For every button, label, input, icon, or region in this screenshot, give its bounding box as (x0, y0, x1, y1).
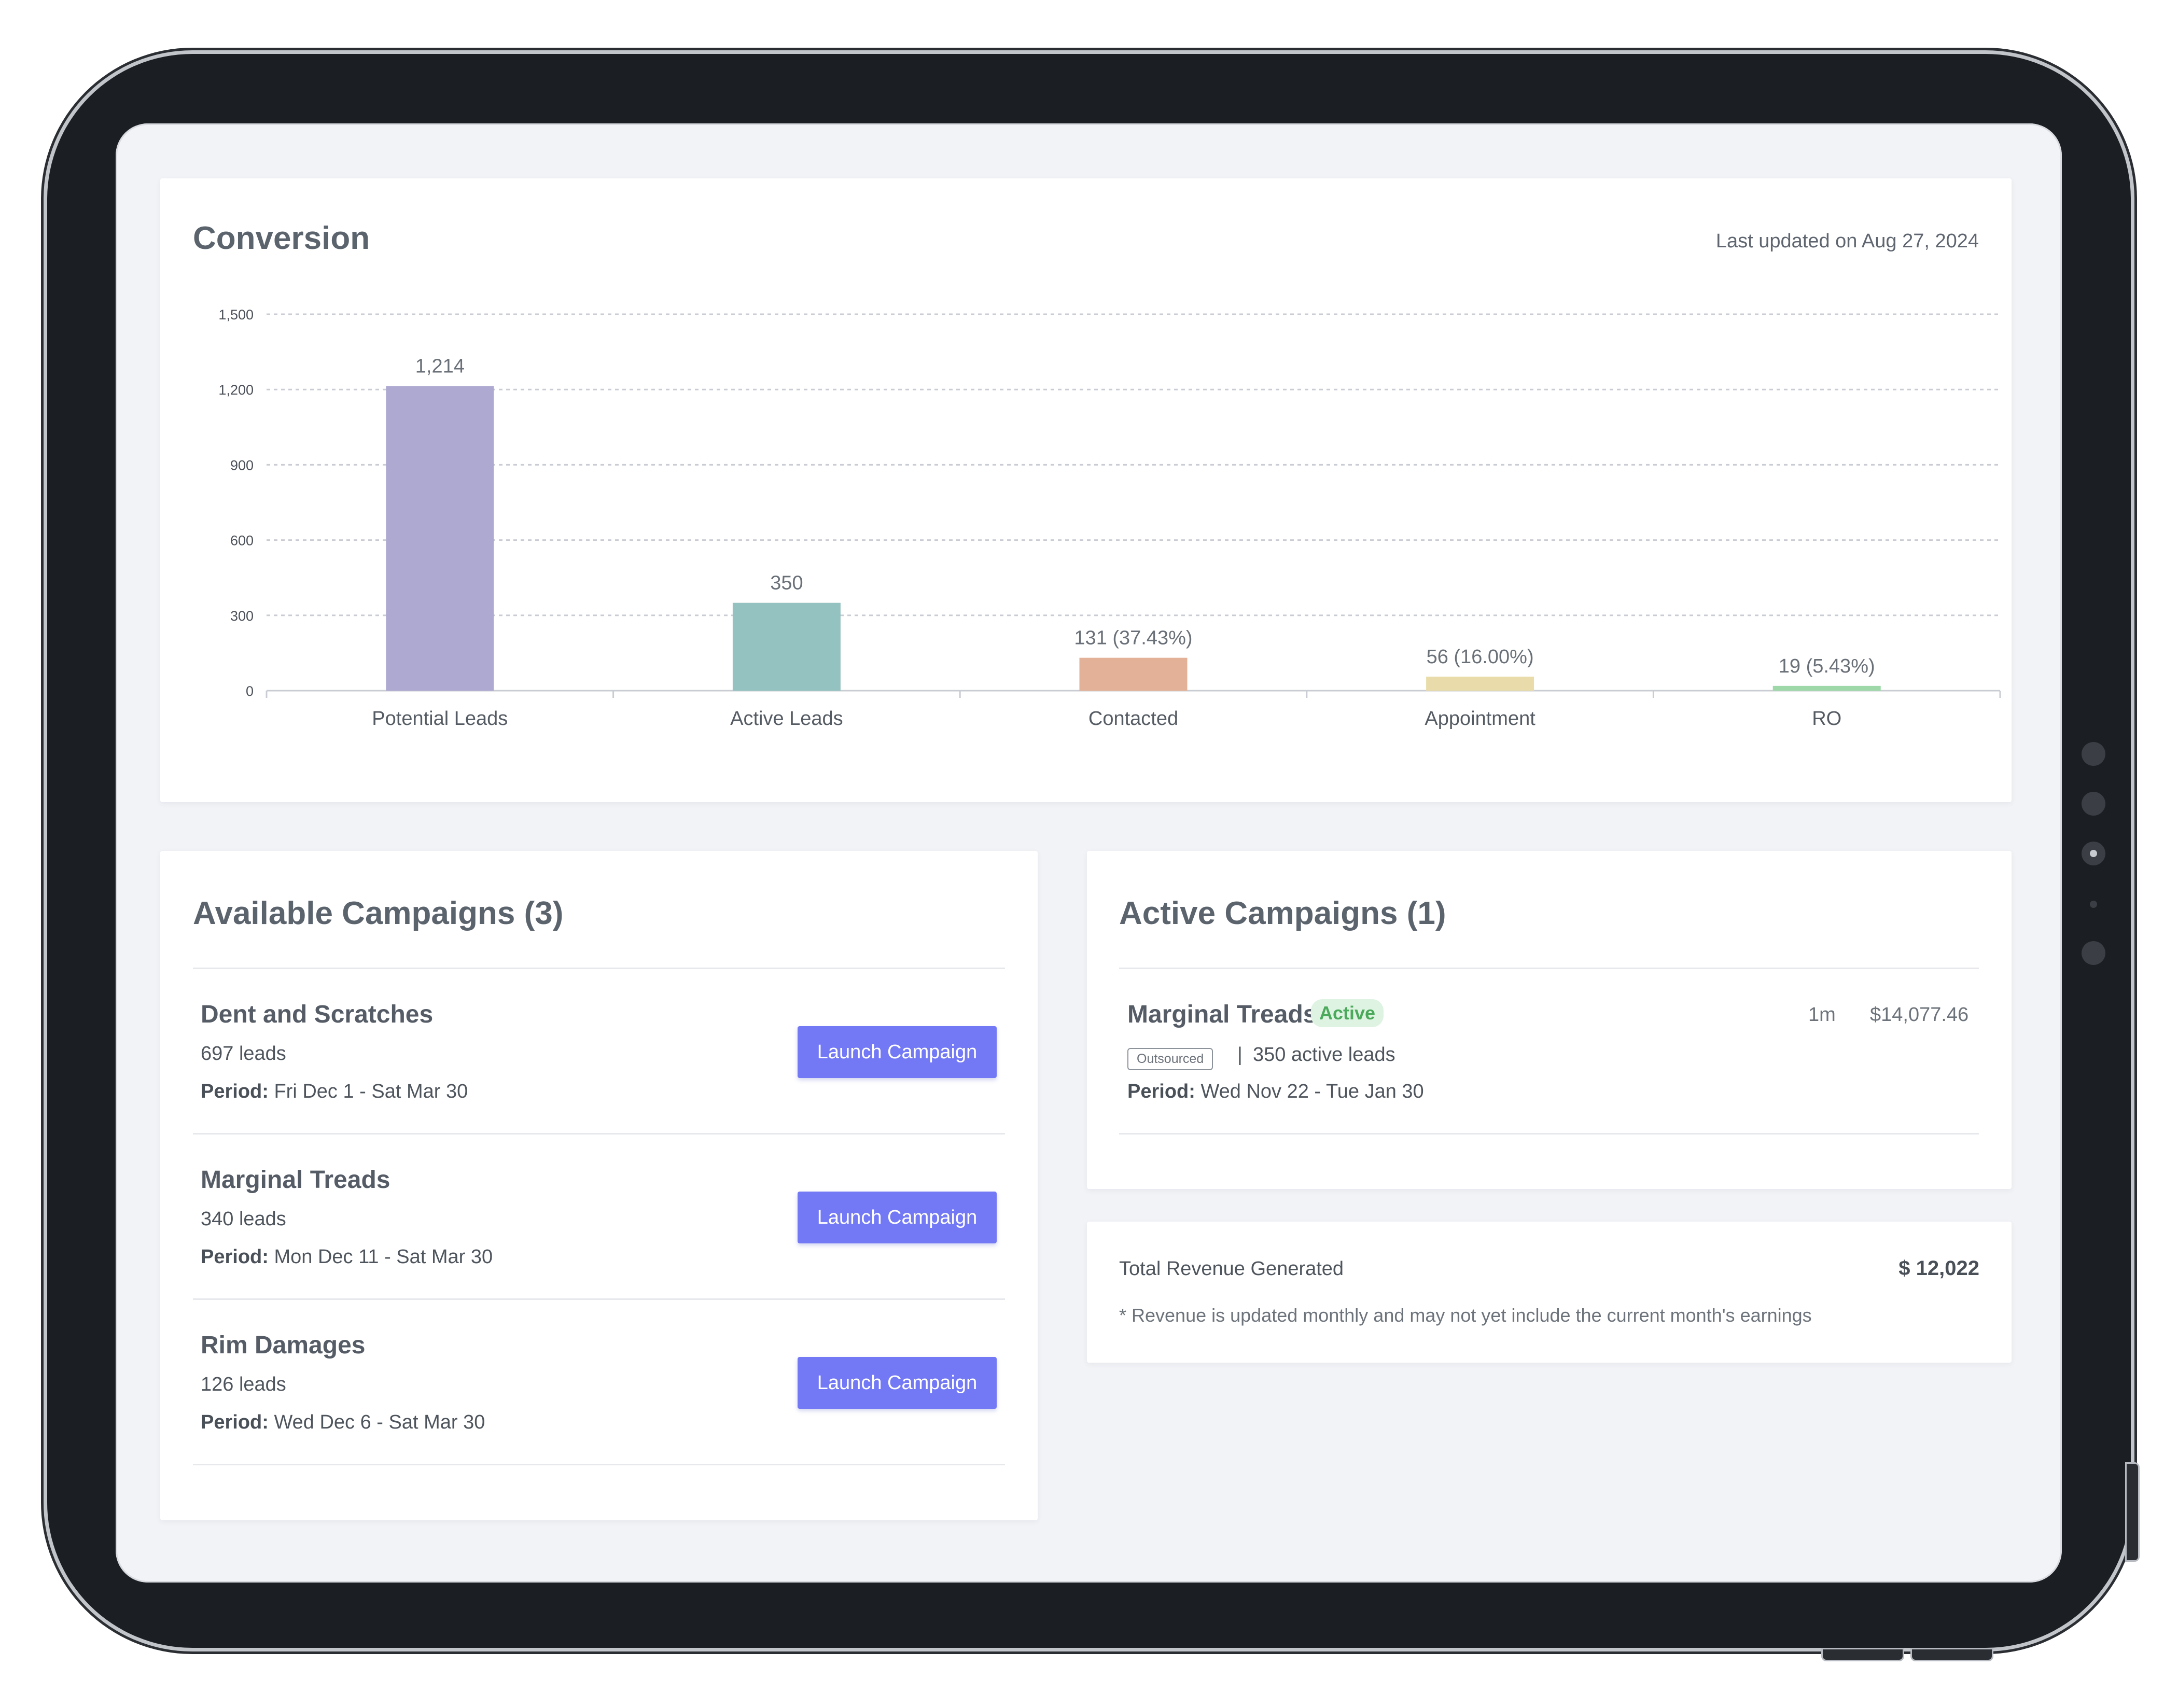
period-label: Period: (201, 1411, 269, 1433)
conversion-title: Conversion (193, 220, 370, 256)
campaign-name: Dent and Scratches (201, 1001, 434, 1028)
period-value: Wed Nov 22 - Tue Jan 30 (1200, 1081, 1424, 1102)
conversion-bar-chart: 0 300 600 900 1,200 1,500 1,214 Potential Leads… (218, 307, 2001, 730)
revenue-card: Total Revenue Generated $ 12,022 * Reven… (1087, 1222, 2012, 1363)
y-tick-label: 1,200 (218, 382, 254, 398)
campaign-amount: $14,077.46 (1870, 1004, 1969, 1026)
period-value: Mon Dec 11 - Sat Mar 30 (274, 1246, 493, 1268)
available-campaigns-title: Available Campaigns (3) (193, 895, 564, 931)
active-campaigns-card: Active Campaigns (1) Marginal Treads Act… (1087, 851, 2012, 1189)
revenue-note: * Revenue is updated monthly and may not… (1119, 1305, 1812, 1326)
period-label: Period: (1127, 1081, 1195, 1102)
campaign-period: Period: Wed Dec 6 - Sat Mar 30 (201, 1411, 485, 1434)
bar (732, 603, 841, 691)
camera-lens (2082, 842, 2105, 865)
bar-data-label: 19 (5.43%) (1779, 655, 1875, 677)
launch-campaign-button-marginal-treads[interactable]: Launch Campaign (798, 1192, 997, 1243)
bar-data-label: 56 (16.00%) (1427, 646, 1534, 668)
sensor-dot-1 (2082, 742, 2105, 766)
sensor-dot-3 (2082, 941, 2105, 965)
divider (1119, 968, 1979, 969)
launch-campaign-button-dent-and-scratches[interactable]: Launch Campaign (798, 1026, 997, 1078)
status-badge: Active (1311, 999, 1384, 1027)
bar (1772, 685, 1881, 691)
campaign-leads: 126 leads (201, 1374, 286, 1395)
bar-data-label: 1,214 (415, 355, 465, 377)
x-category-label: Active Leads (730, 708, 843, 730)
bar (1079, 657, 1188, 691)
x-category-label: Appointment (1425, 708, 1535, 730)
launch-campaign-button-rim-damages[interactable]: Launch Campaign (798, 1357, 997, 1409)
conversion-card: Conversion Last updated on Aug 27, 2024 … (160, 178, 2012, 802)
campaign-name: Marginal Treads (201, 1166, 390, 1194)
active-campaigns-title: Active Campaigns (1) (1119, 895, 1446, 931)
y-tick-label: 0 (246, 683, 254, 699)
x-category-label: RO (1812, 708, 1841, 730)
y-tick-label: 900 (230, 457, 254, 473)
app-screen: Conversion Last updated on Aug 27, 2024 … (116, 123, 2062, 1583)
sensor-dot-2 (2082, 792, 2105, 816)
campaign-name: Rim Damages (201, 1332, 366, 1359)
campaign-leads: 697 leads (201, 1043, 286, 1065)
divider (193, 1133, 1005, 1135)
x-category-label: Potential Leads (372, 708, 508, 730)
outsourced-tag: Outsourced (1127, 1048, 1213, 1070)
bar-data-label: 131 (37.43%) (1074, 627, 1192, 649)
divider (193, 1464, 1005, 1465)
separator: | (1237, 1044, 1242, 1066)
bar-data-label: 350 (770, 572, 803, 594)
x-category-label: Contacted (1088, 708, 1178, 730)
campaign-leads: 340 leads (201, 1208, 286, 1230)
campaign-period: Period: Wed Nov 22 - Tue Jan 30 (1127, 1081, 1424, 1103)
y-tick-label: 300 (230, 608, 254, 624)
active-leads-count: 350 active leads (1253, 1044, 1395, 1066)
bar (1426, 676, 1534, 691)
device-bottom-button-left (1821, 1648, 1904, 1661)
active-campaign-name: Marginal Treads (1127, 1001, 1317, 1028)
period-value: Wed Dec 6 - Sat Mar 30 (274, 1411, 485, 1433)
available-campaigns-card: Available Campaigns (3) Dent and Scratch… (160, 851, 1038, 1520)
divider (193, 968, 1005, 969)
period-label: Period: (201, 1246, 269, 1268)
device-bottom-button-right (1910, 1648, 1993, 1661)
y-tick-label: 1,500 (218, 307, 254, 323)
period-value: Fri Dec 1 - Sat Mar 30 (274, 1081, 468, 1102)
period-label: Period: (201, 1081, 269, 1102)
last-updated-text: Last updated on Aug 27, 2024 (1715, 230, 1979, 252)
divider (193, 1298, 1005, 1300)
divider (1119, 1133, 1979, 1135)
sensor-dot-small (2090, 901, 2097, 908)
y-tick-label: 600 (230, 533, 254, 549)
campaign-period: Period: Fri Dec 1 - Sat Mar 30 (201, 1081, 468, 1103)
campaign-period: Period: Mon Dec 11 - Sat Mar 30 (201, 1246, 493, 1268)
revenue-value: $ 12,022 (1898, 1257, 1979, 1280)
bar (386, 386, 494, 691)
campaign-duration: 1m (1808, 1004, 1836, 1026)
revenue-label: Total Revenue Generated (1119, 1258, 1344, 1280)
device-side-button (2125, 1462, 2140, 1562)
